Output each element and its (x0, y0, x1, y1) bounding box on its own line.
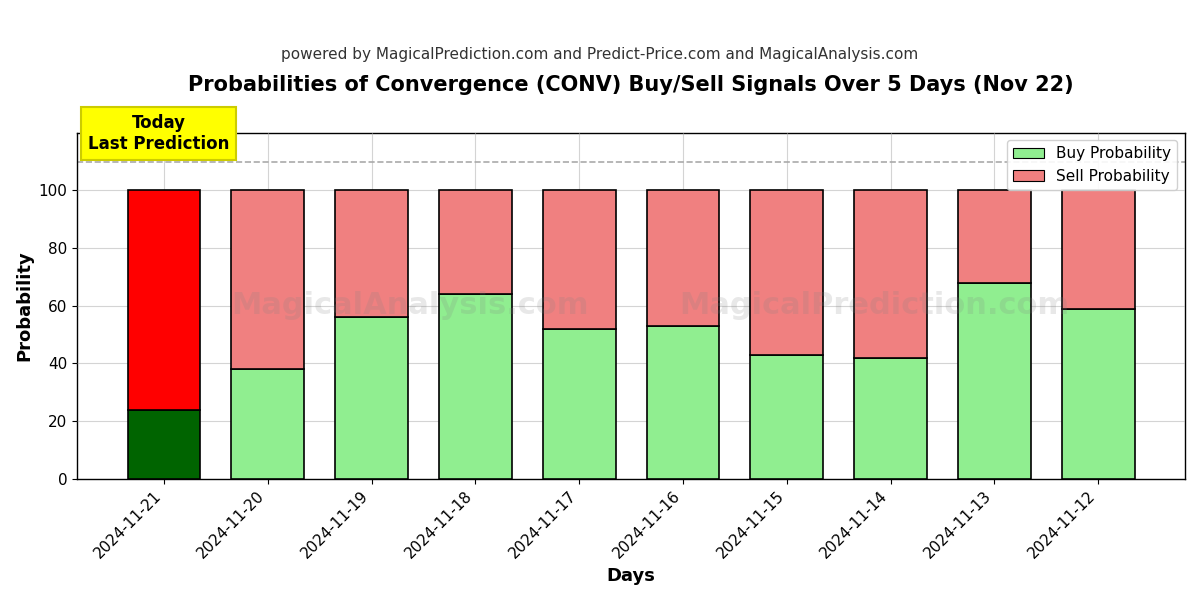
Bar (335, 190, 408, 317)
Text: Today
Last Prediction: Today Last Prediction (88, 114, 229, 153)
Bar (750, 190, 823, 355)
Title: Probabilities of Convergence (CONV) Buy/Sell Signals Over 5 Days (Nov 22): Probabilities of Convergence (CONV) Buy/… (188, 75, 1074, 95)
Y-axis label: Probability: Probability (14, 250, 32, 361)
Bar (232, 369, 304, 479)
Bar (439, 190, 511, 294)
Bar (854, 358, 926, 479)
Bar (127, 410, 200, 479)
Bar (958, 190, 1031, 283)
Bar (750, 355, 823, 479)
Bar (439, 294, 511, 479)
Text: MagicalPrediction.com: MagicalPrediction.com (679, 291, 1070, 320)
Bar (1062, 190, 1135, 308)
Bar (127, 190, 200, 410)
Bar (1062, 308, 1135, 479)
Bar (647, 326, 719, 479)
Text: MagicalAnalysis.com: MagicalAnalysis.com (230, 291, 588, 320)
Legend: Buy Probability, Sell Probability: Buy Probability, Sell Probability (1007, 140, 1177, 190)
X-axis label: Days: Days (607, 567, 655, 585)
Bar (542, 190, 616, 329)
Bar (542, 329, 616, 479)
Bar (647, 190, 719, 326)
Bar (232, 190, 304, 369)
Text: powered by MagicalPrediction.com and Predict-Price.com and MagicalAnalysis.com: powered by MagicalPrediction.com and Pre… (281, 46, 919, 61)
Bar (335, 317, 408, 479)
Bar (854, 190, 926, 358)
Bar (958, 283, 1031, 479)
